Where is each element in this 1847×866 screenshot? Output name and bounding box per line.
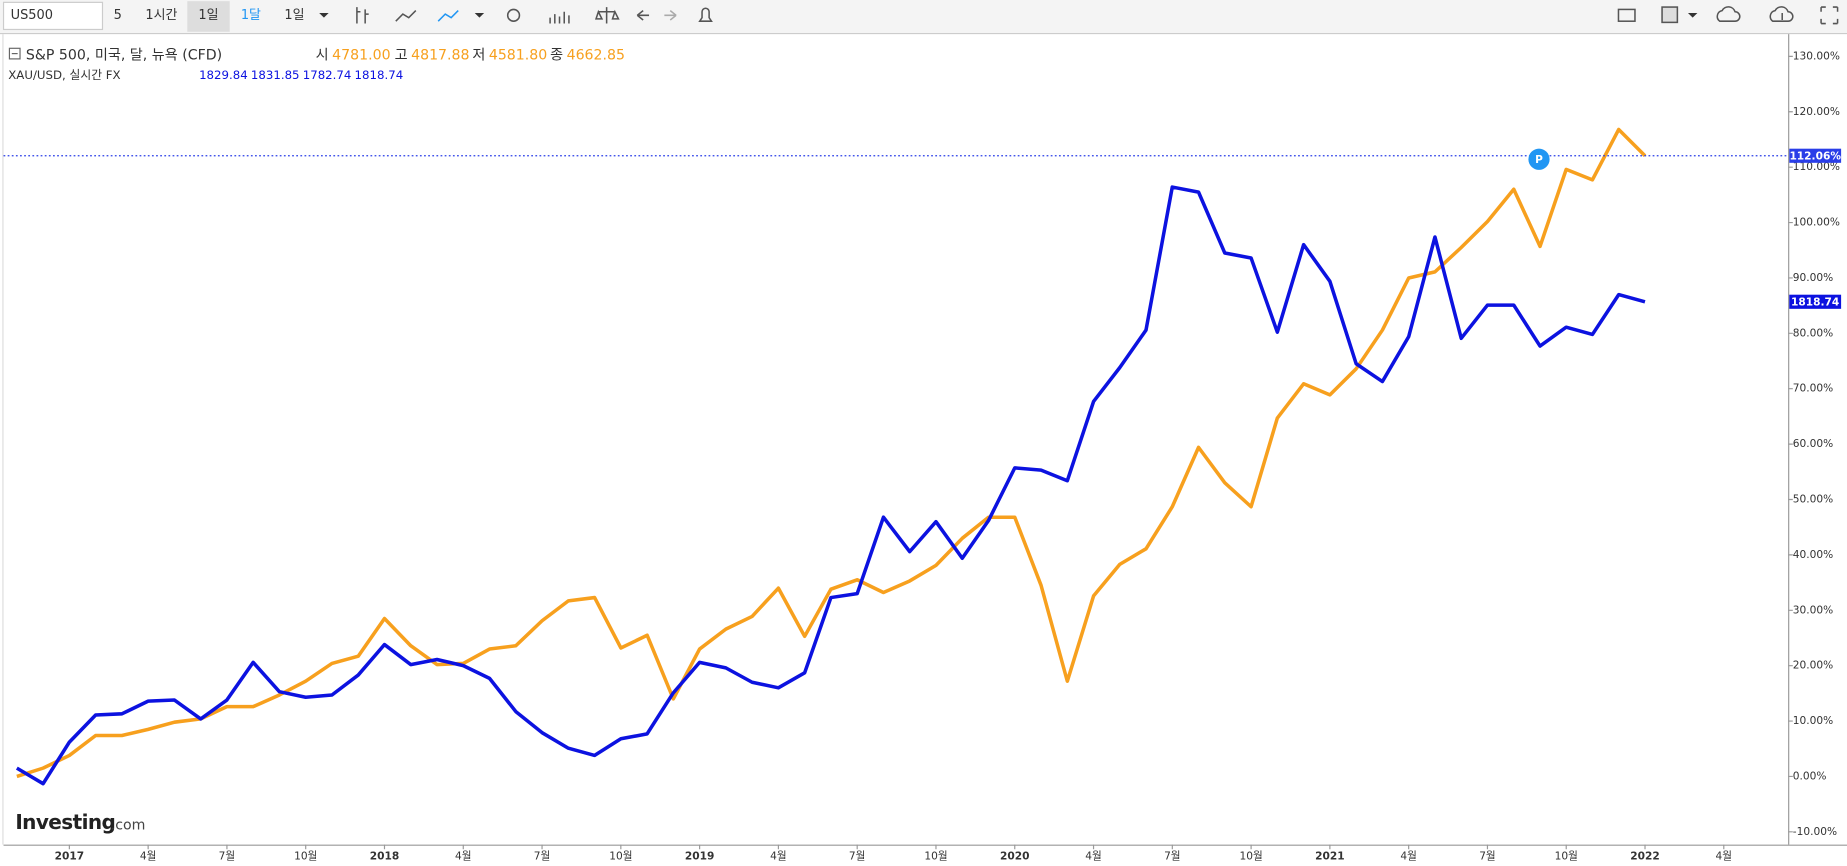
y-tick-label: 110.00% <box>1793 161 1840 173</box>
marker <box>1528 148 1550 170</box>
legend-value: 4662.85 <box>567 47 625 63</box>
logo: Investing <box>15 810 115 834</box>
legend-name: S&P 500, 미국, 달, 뉴욕 (CFD) <box>26 47 222 63</box>
x-tick-label: 4월 <box>140 850 157 861</box>
legend-value: 1829.84 <box>199 68 248 82</box>
symbol: US500 <box>11 8 53 23</box>
y-tick-label: 80.00% <box>1793 327 1833 339</box>
y-tick-label: 100.00% <box>1793 217 1840 229</box>
x-tick-label: 4월 <box>1716 850 1732 861</box>
x-tick-label: 10월 <box>294 850 317 861</box>
legend-label: 종 <box>550 47 563 63</box>
toolbar-icons[interactable] <box>356 6 1839 25</box>
y-tick-label: 50.00% <box>1793 494 1833 506</box>
y-tick-label: -10.00% <box>1793 826 1837 838</box>
legend-value: 1818.74 <box>355 68 404 82</box>
y-tick-label: 40.00% <box>1793 549 1833 561</box>
dropdown[interactable] <box>319 12 329 18</box>
symbol-input[interactable] <box>2 1 104 31</box>
legend-value: 4581.80 <box>489 47 547 63</box>
x-tick-label: 10월 <box>1555 850 1578 861</box>
x-tick-label: 2017 <box>55 850 85 861</box>
x-tick-label: 10월 <box>924 850 947 861</box>
x-tick-label: 7월 <box>849 850 866 861</box>
y-tick-label: 10.00% <box>1793 715 1833 727</box>
x-tick-label: 10월 <box>1239 850 1262 861</box>
button[interactable]: 1일 <box>284 8 304 23</box>
x-tick-label: 4월 <box>1400 850 1417 861</box>
x-tick-label: 2018 <box>370 850 400 861</box>
end-label: 1818.74 <box>1791 296 1839 308</box>
x-tick-label: 7월 <box>1164 850 1181 861</box>
series-line <box>16 127 1647 779</box>
button[interactable]: 1달 <box>241 8 261 23</box>
legend-value: 4781.00 <box>332 47 390 63</box>
end-label-box <box>1789 294 1842 309</box>
x-tick-label: 4월 <box>770 850 787 861</box>
button[interactable]: 5 <box>114 8 122 23</box>
x-tick-label: 2022 <box>1630 850 1660 861</box>
legend-label: 시 <box>316 47 329 63</box>
series-line <box>15 185 1646 786</box>
button[interactable]: 1일 <box>198 8 218 23</box>
legend-value: 1782.74 <box>303 68 352 82</box>
x-tick-label: 4월 <box>455 850 472 861</box>
legend-value: 1831.85 <box>251 68 300 82</box>
x-tick-label: 2020 <box>1000 850 1030 861</box>
y-tick-label: 20.00% <box>1793 660 1833 672</box>
x-tick-label: 7월 <box>534 850 551 861</box>
y-tick-label: 60.00% <box>1793 438 1833 450</box>
plot <box>15 127 1647 786</box>
x-tick-label: 10월 <box>609 850 632 861</box>
end-label: 112.06% <box>1789 150 1841 162</box>
end-label-box <box>1789 148 1842 163</box>
y-tick-label: 130.00% <box>1793 50 1840 62</box>
legend-label: 저 <box>472 47 485 63</box>
y-tick-label: 120.00% <box>1793 106 1840 118</box>
y-tick-label: 90.00% <box>1793 272 1833 284</box>
legend-label: 고 <box>395 47 408 63</box>
button[interactable]: 1시간 <box>145 8 177 23</box>
logo-suffix: .com <box>111 818 146 834</box>
toolbar <box>0 0 1847 33</box>
legend-name: XAU/USD, 실시간 FX <box>8 68 120 82</box>
x-tick-label: 2019 <box>685 850 715 861</box>
active-button[interactable] <box>187 1 230 32</box>
x-tick-label: 7월 <box>1479 850 1496 861</box>
x-tick-label: 4월 <box>1085 850 1102 861</box>
y-tick-label: 70.00% <box>1793 383 1833 395</box>
x-tick-label: 7월 <box>219 850 236 861</box>
legend-value: 4817.88 <box>411 47 469 63</box>
marker-label: P <box>1535 154 1543 166</box>
y-tick-label: 30.00% <box>1793 604 1833 616</box>
x-tick-label: 2021 <box>1315 850 1345 861</box>
y-tick-label: 0.00% <box>1793 770 1827 782</box>
